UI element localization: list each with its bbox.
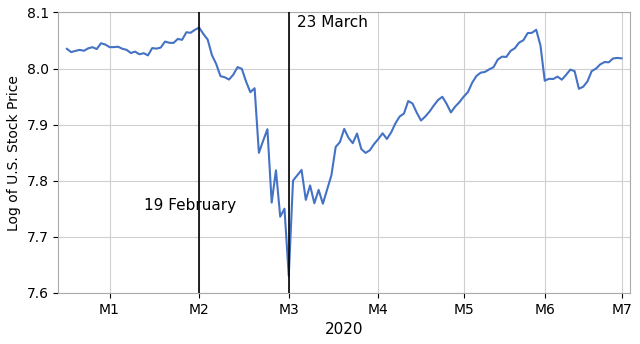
Text: 19 February: 19 February [144, 198, 236, 213]
Text: 23 March: 23 March [298, 15, 368, 30]
Y-axis label: Log of U.S. Stock Price: Log of U.S. Stock Price [7, 75, 21, 230]
X-axis label: 2020: 2020 [325, 322, 364, 337]
